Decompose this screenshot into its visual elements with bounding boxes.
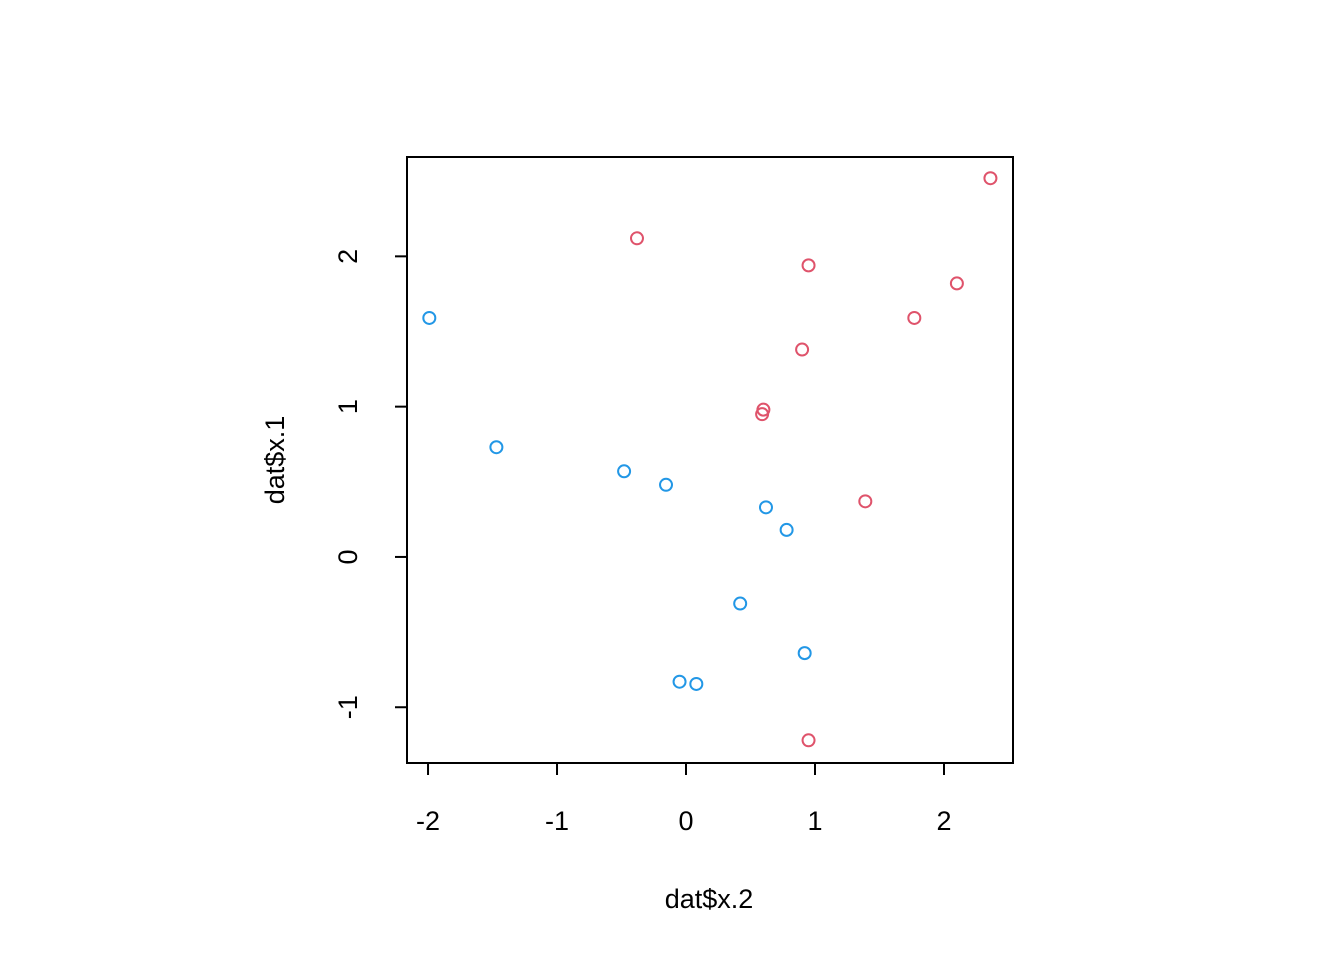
point bbox=[672, 674, 687, 689]
x-tick-label: 1 bbox=[807, 806, 822, 836]
point bbox=[733, 596, 748, 611]
point bbox=[858, 494, 873, 509]
x-tick-label: 0 bbox=[678, 806, 693, 836]
point bbox=[779, 522, 794, 537]
x-axis-label: dat$x.2 bbox=[665, 884, 754, 914]
point bbox=[797, 646, 812, 661]
y-tick-label: -1 bbox=[333, 695, 363, 719]
point bbox=[949, 276, 964, 291]
point bbox=[659, 477, 674, 492]
point bbox=[801, 258, 816, 273]
y-tick-label: 1 bbox=[333, 399, 363, 414]
point bbox=[629, 231, 644, 246]
point bbox=[755, 407, 770, 422]
point bbox=[689, 676, 704, 691]
y-tick-label: 2 bbox=[333, 249, 363, 264]
point bbox=[617, 464, 632, 479]
plot-frame bbox=[406, 156, 1014, 764]
point bbox=[758, 500, 773, 515]
point bbox=[983, 171, 998, 186]
point bbox=[907, 310, 922, 325]
point bbox=[489, 440, 504, 455]
x-tick-label: -1 bbox=[545, 806, 569, 836]
x-tick-label: -2 bbox=[416, 806, 440, 836]
point bbox=[801, 733, 816, 748]
y-axis-label: dat$x.1 bbox=[260, 416, 290, 505]
point bbox=[795, 342, 810, 357]
x-tick-label: 2 bbox=[936, 806, 951, 836]
y-tick-label: 0 bbox=[333, 549, 363, 564]
point bbox=[422, 310, 437, 325]
